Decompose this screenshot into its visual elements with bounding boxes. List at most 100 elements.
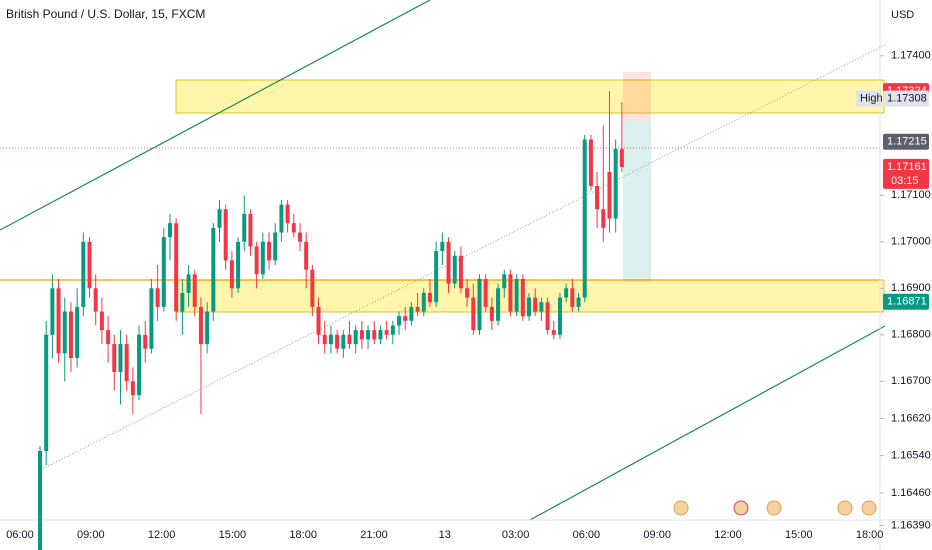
candle-body: [564, 288, 569, 298]
candle-body: [304, 241, 309, 270]
stop-zone: [623, 72, 651, 121]
x-tick-label: 21:00: [360, 529, 388, 541]
candle-body: [106, 330, 111, 345]
price-tag: [883, 293, 929, 310]
candle-body: [421, 292, 426, 312]
candle-body: [322, 334, 327, 345]
candle-body: [161, 237, 166, 307]
candle-body: [619, 148, 624, 167]
candle-body: [502, 274, 507, 289]
candle-body: [291, 223, 296, 233]
candle-body: [489, 306, 494, 321]
candle-body: [87, 241, 92, 289]
candle-body: [595, 185, 600, 210]
candle-body: [434, 251, 439, 303]
candle-body: [236, 241, 241, 289]
candle-body: [211, 227, 216, 312]
candle-body: [99, 311, 104, 331]
candle-body: [254, 246, 259, 275]
x-tick-label: 12:00: [148, 529, 176, 541]
candle-body: [248, 213, 253, 247]
candle-body: [458, 255, 463, 289]
y-tick-label: 1.16700: [891, 375, 931, 387]
x-tick-label: 15:00: [219, 529, 247, 541]
candle-body: [384, 330, 389, 335]
candle-body: [260, 241, 265, 275]
candle-body: [118, 344, 123, 372]
y-tick-label: 1.17000: [891, 236, 931, 248]
candle-body: [217, 209, 222, 228]
candle-body: [390, 325, 395, 335]
candle-body: [335, 334, 340, 349]
x-tick-label: 06:00: [573, 529, 601, 541]
candle-body: [44, 334, 49, 452]
chart-title: British Pound / U.S. Dollar, 15, FXCM: [6, 7, 205, 21]
candle-body: [403, 316, 408, 321]
candle-body: [353, 330, 358, 345]
candle-body: [124, 344, 129, 382]
candle-body: [328, 334, 333, 345]
candle-body: [137, 334, 142, 396]
price-tag-label: 1.16871: [887, 296, 927, 308]
x-tick-label: 06:00: [6, 529, 34, 541]
candle-body: [155, 288, 160, 307]
x-tick-label: 15:00: [785, 529, 813, 541]
candle-body: [452, 255, 457, 284]
x-tick-label: 12:00: [714, 529, 742, 541]
candle-body: [68, 311, 73, 359]
candle-body: [198, 306, 203, 345]
candle-body: [174, 223, 179, 312]
y-tick-label: 1.17100: [891, 189, 931, 201]
y-tick-label: 1.17400: [891, 50, 931, 62]
candle-body: [465, 288, 470, 298]
candle-body: [229, 260, 234, 289]
price-tag-label: 1.17308: [887, 92, 927, 104]
x-tick-label: 18:00: [289, 529, 317, 541]
candle-body: [483, 278, 488, 307]
candle-body: [167, 223, 172, 238]
y-tick-label: 1.16900: [891, 282, 931, 294]
candle-body: [223, 209, 228, 261]
candle-body: [520, 278, 525, 317]
marker-label: High: [860, 92, 883, 104]
y-tick-label: 1.16800: [891, 329, 931, 341]
candle-body: [143, 334, 148, 349]
candle-body: [341, 334, 346, 349]
candle-body: [514, 278, 519, 312]
candle-body: [557, 297, 562, 335]
candle-body: [533, 297, 538, 312]
candle-body: [273, 232, 278, 261]
candle-body: [347, 334, 352, 345]
x-tick-label: 13: [439, 529, 451, 541]
candle-body: [440, 241, 445, 252]
candle-body: [93, 288, 98, 312]
resistance-zone: [175, 79, 885, 114]
x-tick-label: 03:00: [502, 529, 530, 541]
candle-body: [539, 302, 544, 312]
candle-body: [279, 204, 284, 233]
candle-body: [205, 311, 210, 345]
candle-body: [477, 278, 482, 331]
candle-body: [588, 139, 593, 186]
candle-body: [192, 274, 197, 307]
candle-body: [415, 306, 420, 312]
x-tick-label: 18:00: [856, 529, 884, 541]
candle-body: [186, 274, 191, 293]
candle-body: [242, 213, 247, 242]
candle-body: [576, 297, 581, 307]
candle-body: [267, 241, 272, 261]
candle-body: [427, 292, 432, 303]
y-tick-label: 1.16620: [891, 412, 931, 424]
candle-body: [112, 344, 117, 372]
candle-body: [551, 330, 556, 335]
x-tick-label: 09:00: [77, 529, 105, 541]
y-tick-label: 1.16540: [891, 450, 931, 462]
candle-body: [508, 274, 513, 312]
price-tag-label: 1.17215: [887, 136, 927, 148]
candle-body: [372, 330, 377, 340]
candle-body: [180, 292, 185, 312]
event-icons: [673, 500, 877, 516]
channel-upper: [0, 0, 431, 231]
candle-body: [545, 302, 550, 331]
